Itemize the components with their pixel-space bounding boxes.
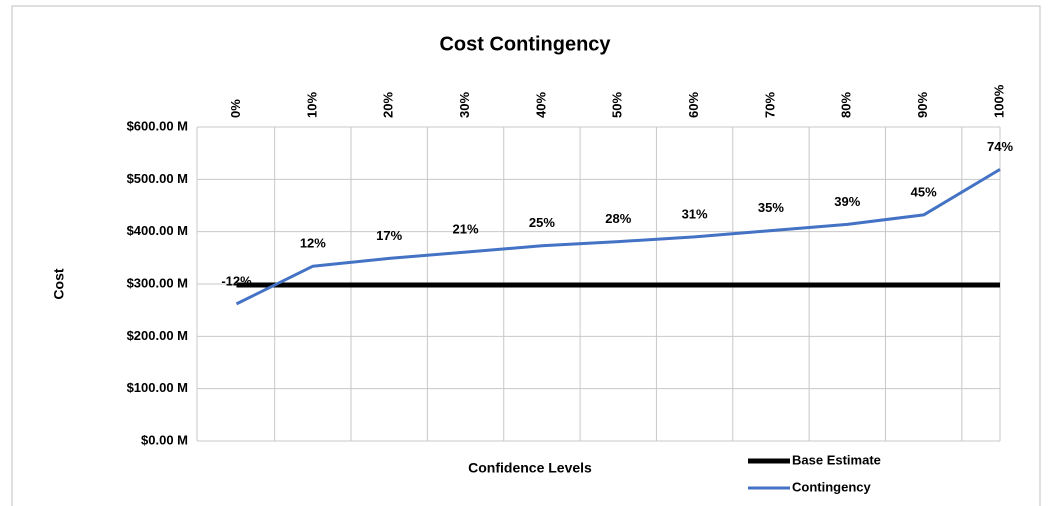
x-tick-label: 90% bbox=[915, 92, 930, 118]
data-label: 31% bbox=[682, 206, 708, 221]
chart-title: Cost Contingency bbox=[439, 33, 611, 55]
x-tick-label: 0% bbox=[228, 99, 243, 118]
y-tick-label: $300.00 M bbox=[127, 275, 188, 290]
x-tick-label: 70% bbox=[762, 92, 777, 118]
data-label: 28% bbox=[605, 211, 631, 226]
data-label: 12% bbox=[300, 236, 326, 251]
data-label: 39% bbox=[834, 194, 860, 209]
x-axis-title: Confidence Levels bbox=[468, 460, 592, 476]
data-label: -12% bbox=[221, 273, 252, 288]
x-tick-label: 60% bbox=[686, 92, 701, 118]
x-tick-label: 40% bbox=[533, 92, 548, 118]
x-tick-label: 80% bbox=[839, 92, 854, 118]
y-tick-label: $200.00 M bbox=[127, 328, 188, 343]
series-line bbox=[235, 168, 1001, 306]
legend-label: Contingency bbox=[792, 479, 871, 494]
data-label: 35% bbox=[758, 200, 784, 215]
x-tick-label: 20% bbox=[381, 92, 396, 118]
data-label: 45% bbox=[911, 184, 937, 199]
y-tick-label: $100.00 M bbox=[127, 380, 188, 395]
data-label: 17% bbox=[376, 228, 402, 243]
x-tick-label: 10% bbox=[304, 92, 319, 118]
legend-label: Base Estimate bbox=[792, 452, 881, 467]
y-tick-label: $600.00 M bbox=[127, 118, 188, 133]
y-tick-label: $400.00 M bbox=[127, 223, 188, 238]
x-tick-label: 100% bbox=[991, 84, 1006, 118]
x-tick-label: 50% bbox=[610, 92, 625, 118]
x-tick-label: 30% bbox=[457, 92, 472, 118]
data-label: 25% bbox=[529, 215, 555, 230]
data-label: 74% bbox=[987, 139, 1013, 154]
data-label: 21% bbox=[453, 222, 479, 237]
y-tick-label: $0.00 M bbox=[141, 432, 188, 447]
y-tick-label: $500.00 M bbox=[127, 171, 188, 186]
y-axis-title: Cost bbox=[51, 268, 67, 299]
chart-frame bbox=[11, 5, 1041, 506]
